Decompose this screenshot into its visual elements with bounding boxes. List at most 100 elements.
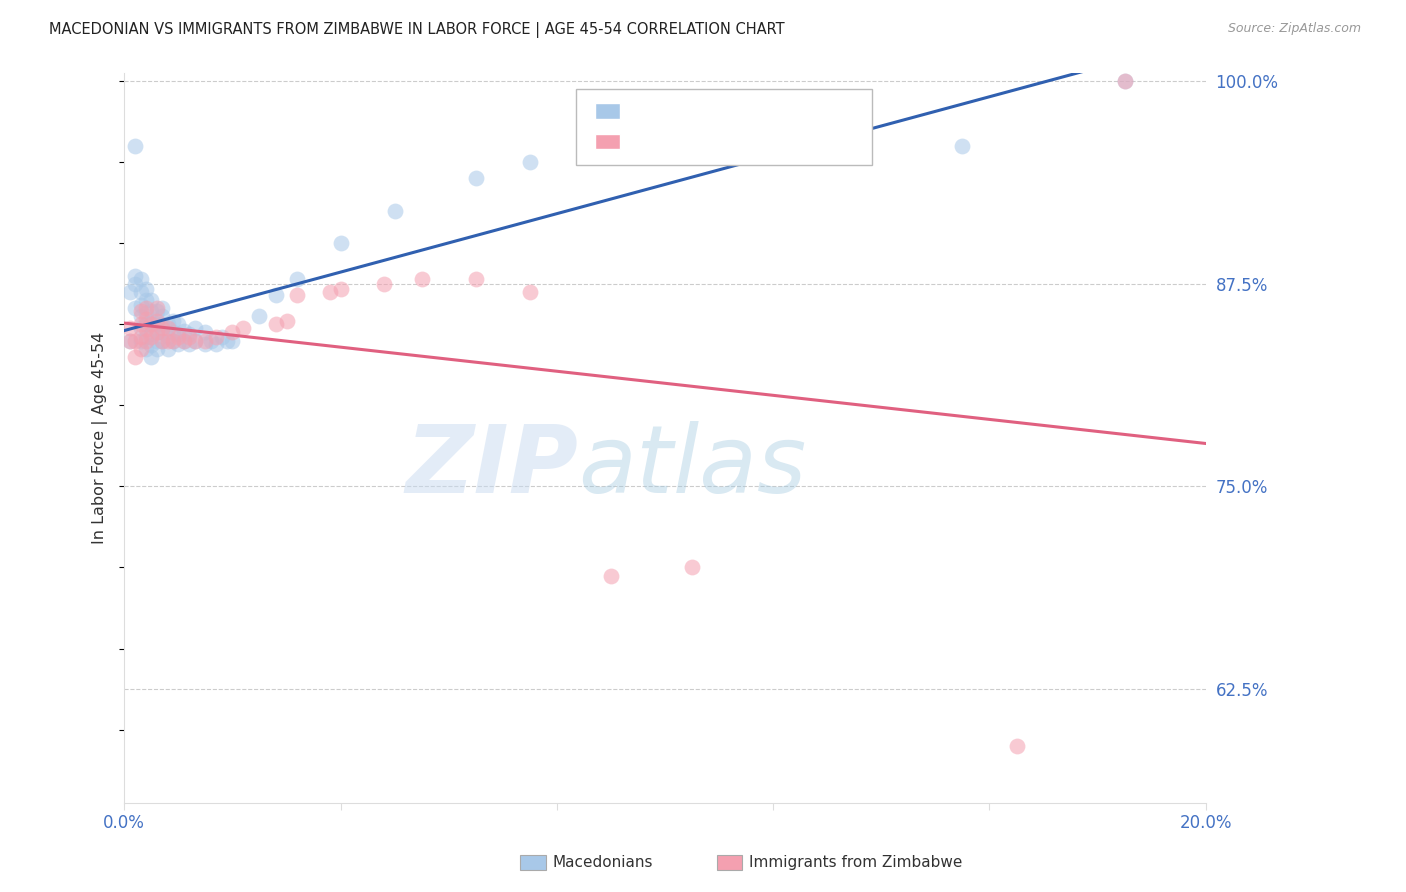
Text: Source: ZipAtlas.com: Source: ZipAtlas.com (1227, 22, 1361, 36)
Point (145, 318, 167, 332)
Text: Macedonians: Macedonians (553, 855, 652, 870)
Text: MACEDONIAN VS IMMIGRANTS FROM ZIMBABWE IN LABOR FORCE | AGE 45-54 CORRELATION CH: MACEDONIAN VS IMMIGRANTS FROM ZIMBABWE I… (49, 22, 785, 38)
Point (162, 334, 184, 348)
Point (141, 318, 163, 332)
Point (156, 318, 179, 332)
Point (124, 301, 146, 315)
Point (156, 342, 179, 356)
Point (129, 304, 152, 318)
Point (124, 350, 146, 364)
Point (183, 320, 205, 334)
Point (194, 334, 217, 348)
Point (464, 272, 486, 286)
Point (141, 293, 163, 307)
Point (519, 155, 541, 169)
Point (156, 334, 179, 348)
Point (221, 334, 243, 348)
Point (135, 342, 157, 356)
Point (150, 301, 173, 315)
Point (264, 288, 287, 302)
Point (183, 334, 205, 348)
Point (173, 324, 195, 338)
Point (135, 322, 157, 336)
Point (319, 285, 342, 299)
Point (179, 336, 201, 351)
Point (129, 272, 152, 286)
Point (162, 314, 184, 328)
Point (167, 326, 190, 341)
Point (681, 560, 703, 574)
Point (285, 272, 308, 286)
Point (173, 334, 195, 348)
Point (141, 326, 163, 341)
Point (150, 334, 173, 348)
Point (264, 318, 287, 332)
Point (329, 282, 352, 296)
Point (129, 298, 152, 312)
Point (194, 326, 217, 340)
Point (118, 320, 141, 334)
Point (183, 334, 205, 348)
Point (124, 268, 146, 283)
Point (124, 334, 146, 348)
Point (135, 306, 157, 320)
Point (118, 285, 141, 299)
Point (600, 568, 623, 582)
Point (129, 309, 152, 323)
Point (221, 326, 243, 340)
Point (1005, 739, 1028, 753)
Point (150, 309, 173, 323)
Point (329, 236, 352, 251)
Point (156, 330, 179, 344)
Point (135, 334, 157, 348)
Text: Immigrants from Zimbabwe: Immigrants from Zimbabwe (749, 855, 963, 870)
Point (135, 312, 157, 326)
Point (200, 334, 222, 348)
Point (211, 330, 233, 344)
Point (179, 326, 201, 341)
Text: ZIP: ZIP (406, 421, 578, 513)
Point (141, 304, 163, 318)
Point (952, 139, 974, 153)
Point (167, 318, 190, 332)
Point (135, 318, 157, 332)
Point (411, 272, 433, 286)
Point (145, 342, 167, 356)
Point (129, 285, 152, 299)
Point (384, 203, 406, 218)
Point (129, 318, 152, 332)
Point (118, 334, 141, 348)
Point (373, 277, 395, 291)
Point (141, 330, 163, 344)
Point (215, 334, 238, 348)
Point (249, 309, 271, 323)
Point (129, 330, 152, 344)
Point (129, 334, 152, 348)
Point (179, 330, 201, 344)
Point (707, 139, 730, 153)
Point (141, 338, 163, 352)
Point (129, 342, 152, 356)
Point (162, 326, 184, 340)
Point (232, 320, 254, 334)
Y-axis label: In Labor Force | Age 45-54: In Labor Force | Age 45-54 (93, 332, 108, 544)
Point (124, 277, 146, 291)
Point (205, 336, 228, 351)
Point (815, 142, 838, 156)
Point (156, 320, 179, 334)
Point (162, 334, 184, 348)
Point (167, 330, 190, 344)
Point (145, 334, 167, 348)
Text: R = 0.105   N = 43: R = 0.105 N = 43 (630, 141, 787, 159)
Point (600, 142, 623, 156)
Point (141, 316, 163, 330)
Point (135, 282, 157, 296)
Point (150, 320, 173, 334)
Point (1114, 74, 1136, 88)
Point (118, 334, 141, 348)
Point (129, 320, 152, 334)
Point (145, 326, 167, 340)
Point (464, 171, 486, 186)
Point (135, 293, 157, 307)
Point (124, 139, 146, 153)
